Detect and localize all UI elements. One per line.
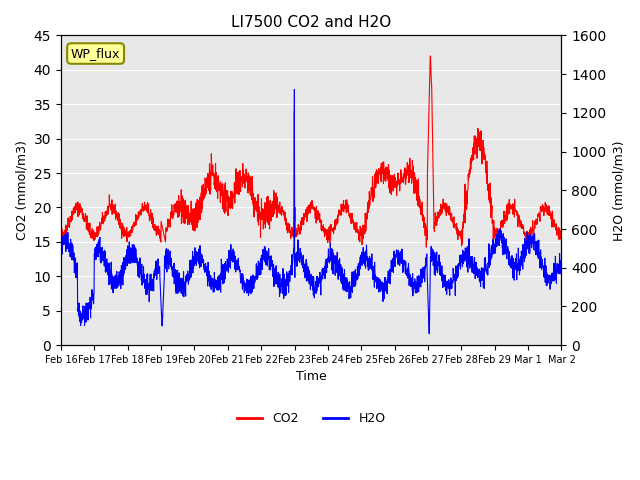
Y-axis label: H2O (mmol/m3): H2O (mmol/m3) bbox=[612, 140, 625, 240]
X-axis label: Time: Time bbox=[296, 371, 326, 384]
Y-axis label: CO2 (mmol/m3): CO2 (mmol/m3) bbox=[15, 140, 28, 240]
Legend: CO2, H2O: CO2, H2O bbox=[232, 407, 390, 430]
Title: LI7500 CO2 and H2O: LI7500 CO2 and H2O bbox=[231, 15, 391, 30]
Text: WP_flux: WP_flux bbox=[71, 47, 120, 60]
